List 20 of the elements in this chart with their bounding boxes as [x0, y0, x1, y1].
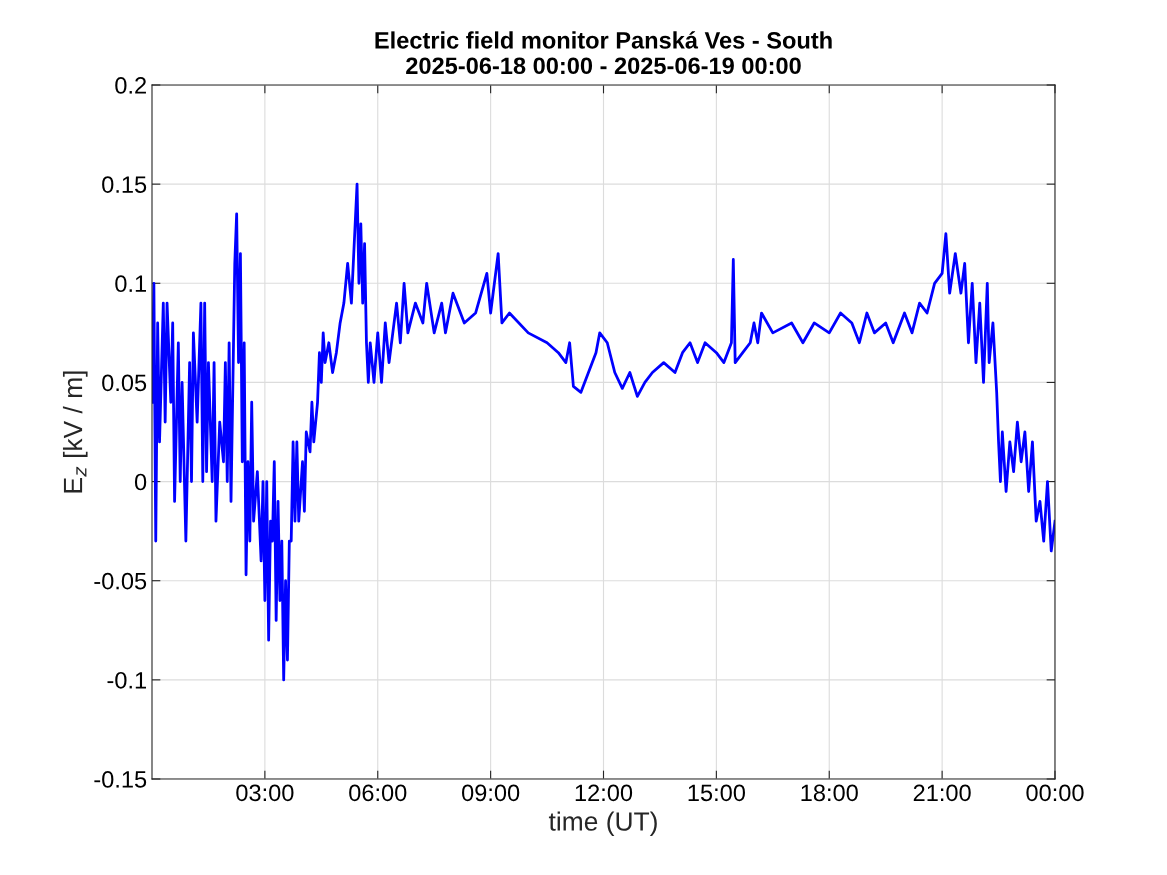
y-tick-label: 0.15 — [102, 176, 147, 193]
line-series — [152, 182, 1055, 682]
y-tick-label: 0 — [134, 473, 147, 491]
y-tick-label: 0.05 — [102, 374, 147, 392]
x-tick-label: 06:00 — [349, 784, 407, 802]
y-tick-label: -0.1 — [107, 671, 146, 689]
chart-title: Electric field monitor Panská Ves - South 2025-06-18 00:00 - 2025-06-19 00:00 — [375, 31, 832, 75]
x-tick-label: 15:00 — [688, 784, 745, 802]
x-tick-label: 00:00 — [1026, 784, 1084, 802]
y-tick-label: -0.05 — [94, 572, 147, 590]
y-axis-title: E$_{z}$ [kV / m] — [62, 371, 88, 493]
x-tick-label: 18:00 — [801, 784, 858, 802]
y-tick-label: 0.1 — [115, 275, 146, 293]
y-tick-label: -0.15 — [94, 771, 147, 788]
x-tick-label: 12:00 — [575, 784, 633, 802]
x-axis-title: time (UT) — [548, 811, 657, 837]
x-tick-label: 03:00 — [236, 784, 294, 802]
y-tick-label: 0.2 — [115, 77, 146, 94]
x-tick-label: 09:00 — [462, 784, 520, 802]
x-tick-label: 21:00 — [913, 784, 971, 802]
